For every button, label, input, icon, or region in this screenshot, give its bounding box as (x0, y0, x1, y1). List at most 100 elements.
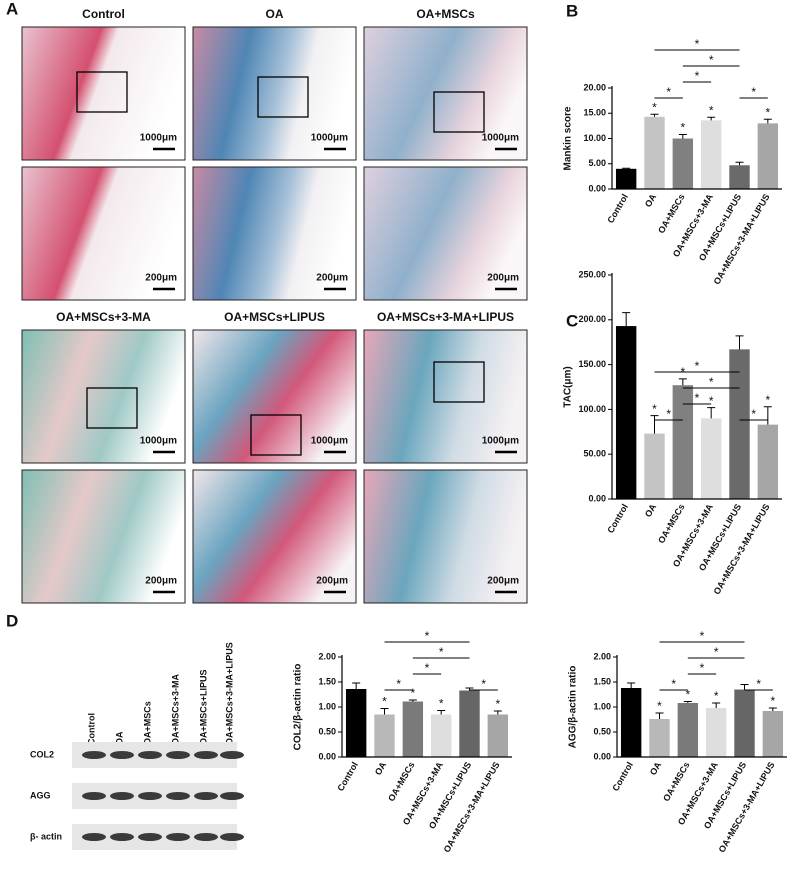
lane-label: OA (114, 731, 124, 745)
x-tick-label: Control (335, 760, 360, 793)
y-tick-label: 100.00 (578, 404, 606, 414)
comparison-star: * (751, 85, 756, 99)
histology-image (192, 329, 357, 464)
significance-star: * (685, 688, 690, 702)
y-tick-label: 1.00 (593, 701, 611, 711)
significance-star: * (680, 121, 685, 135)
error-bar (622, 167, 631, 169)
error-bar (352, 682, 361, 689)
error-bar (740, 684, 749, 690)
comparison-star: * (695, 37, 700, 51)
image-title: OA+MSCs+LIPUS (224, 310, 325, 324)
comparison-star: * (695, 391, 700, 405)
y-tick-label: 10.00 (583, 133, 606, 143)
comparison-star: * (695, 359, 700, 373)
panel-label: D (6, 611, 18, 630)
bar (734, 689, 755, 757)
comparison-star: * (756, 677, 761, 691)
blot-band (110, 792, 134, 800)
significance-star: * (410, 686, 415, 700)
bar (729, 349, 750, 499)
bar (672, 138, 694, 189)
bar (700, 120, 722, 189)
significance-star: * (770, 694, 775, 708)
y-tick-label: 200.00 (578, 314, 606, 324)
scale-label: 200μm (487, 273, 519, 284)
error-bar (627, 682, 636, 688)
y-axis-label: AGG/β-actin ratio (568, 666, 579, 749)
comparison-star: * (695, 69, 700, 83)
histology-image (192, 469, 357, 604)
bar (459, 690, 480, 757)
zoom-box (257, 76, 309, 118)
x-tick-label: OA (648, 760, 664, 777)
x-tick-label: OA+MSCs (661, 760, 692, 803)
x-tick-label: OA+MSCs (656, 192, 687, 235)
error-bar (650, 415, 659, 434)
comparison-star: * (700, 661, 705, 675)
histology-image (21, 166, 186, 301)
error-bar (380, 708, 389, 715)
image-title: OA+MSCs (416, 7, 475, 21)
comparison-star: * (751, 407, 756, 421)
error-bar (678, 378, 687, 386)
lane-label: OA+MSCs (142, 701, 152, 745)
significance-star: * (765, 393, 770, 407)
bar (487, 714, 509, 757)
y-tick-label: 50.00 (583, 449, 606, 459)
lane-label: OA+MSCs+LIPUS (198, 669, 208, 745)
y-tick-label: 2.00 (593, 651, 611, 661)
scale-label: 200μm (316, 273, 348, 284)
x-tick-label: OA+MSCs (656, 502, 687, 545)
bar (374, 714, 395, 757)
y-tick-label: 0.50 (593, 726, 611, 736)
y-tick-label: 1.50 (318, 676, 336, 686)
blot-band (110, 751, 134, 759)
y-tick-label: 0.00 (588, 183, 606, 193)
image-title: OA (266, 7, 284, 21)
comparison-star: * (425, 629, 430, 643)
error-bar (408, 699, 417, 702)
y-axis-label: TAC(μm) (563, 366, 574, 407)
blot-band (166, 792, 190, 800)
comparison-star: * (700, 629, 705, 643)
scale-label: 1000μm (311, 436, 348, 447)
panel-label: B (566, 1, 578, 20)
bar (672, 385, 694, 499)
y-tick-label: 0.50 (318, 726, 336, 736)
axes (341, 655, 512, 758)
blot-band (220, 751, 244, 759)
comparison-star: * (425, 661, 430, 675)
significance-star: * (709, 394, 714, 408)
scale-label: 1000μm (140, 133, 177, 144)
significance-star: * (657, 699, 662, 713)
blot-band (194, 792, 218, 800)
bar (677, 703, 699, 757)
comparison-star: * (666, 85, 671, 99)
blot-band (138, 792, 162, 800)
comparison-star: * (396, 677, 401, 691)
x-tick-label: OA (643, 502, 659, 519)
blot-row-label: β- actin (30, 831, 62, 841)
bar (644, 433, 665, 499)
blot-band (82, 833, 106, 841)
error-bar (735, 335, 744, 350)
scale-label: 200μm (145, 576, 177, 587)
image-title: Control (82, 7, 125, 21)
histology-image (363, 26, 528, 161)
y-tick-label: 1.00 (318, 701, 336, 711)
x-tick-label: Control (605, 502, 630, 535)
axes (616, 655, 787, 758)
significance-star: * (382, 695, 387, 709)
y-tick-label: 150.00 (578, 359, 606, 369)
scale-label: 200μm (316, 576, 348, 587)
blot-band (220, 792, 244, 800)
zoom-box (86, 387, 138, 429)
error-bar (678, 133, 687, 139)
comparison-star: * (671, 677, 676, 691)
bar (615, 168, 637, 189)
x-tick-label: OA+MSCs+3-MA+LIPUS (712, 192, 772, 286)
bar (757, 424, 779, 499)
panel-label: A (6, 0, 18, 18)
